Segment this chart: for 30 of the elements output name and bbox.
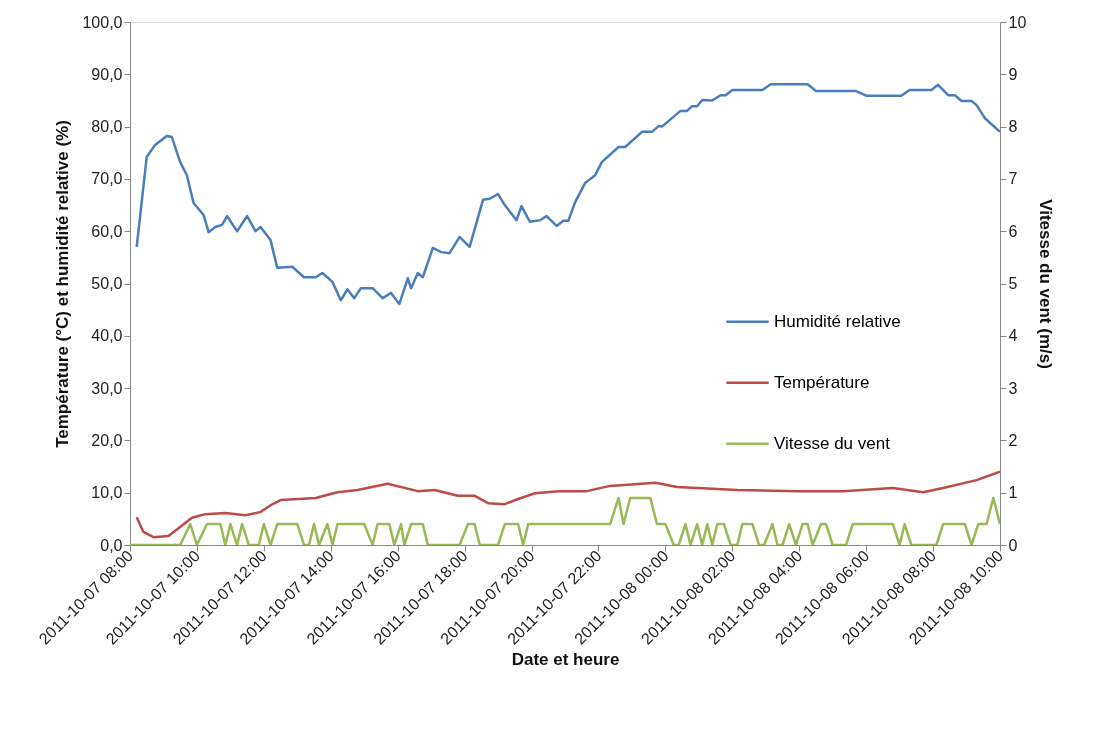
y-tick-label: 0,0	[100, 536, 123, 554]
y-tick-label: 20,0	[91, 431, 123, 449]
legend-label: Humidité relative	[774, 311, 901, 331]
y2-tick-label: 0	[1008, 536, 1018, 554]
y-tick-label: 30,0	[91, 379, 123, 397]
y-tick-label: 50,0	[91, 275, 123, 292]
y2-tick-label: 10	[1008, 13, 1027, 31]
y-tick-label: 80,0	[91, 118, 123, 136]
y2-tick-label: 2	[1008, 431, 1018, 449]
y2-tick-label: 7	[1008, 170, 1018, 188]
y2-axis-title: Vitesse du vent (m/s)	[1036, 199, 1056, 369]
y2-tick-label: 8	[1008, 118, 1018, 136]
y-tick-label: 100,0	[82, 13, 123, 31]
y-tick-label: 70,0	[91, 170, 123, 188]
y2-tick-label: 1	[1008, 484, 1018, 502]
y-tick-label: 60,0	[91, 222, 123, 240]
y-tick-label: 90,0	[91, 65, 123, 83]
y-tick-label: 40,0	[91, 327, 123, 345]
y2-tick-label: 3	[1008, 379, 1018, 397]
y2-tick-label: 6	[1008, 222, 1018, 240]
x-axis-title: Date et heure	[511, 649, 620, 669]
legend-label: Vitesse du vent	[774, 433, 891, 453]
legend-label: Température	[774, 372, 870, 392]
line-series	[135, 470, 1000, 539]
y-tick-label: 10,0	[91, 484, 123, 502]
y2-tick-label: 5	[1008, 275, 1018, 292]
y-axis-title: Température (°C) et humidité relative (%)	[53, 120, 73, 448]
y2-tick-label: 4	[1008, 327, 1018, 345]
y2-tick-label: 9	[1008, 65, 1018, 83]
line-series	[135, 82, 1000, 306]
